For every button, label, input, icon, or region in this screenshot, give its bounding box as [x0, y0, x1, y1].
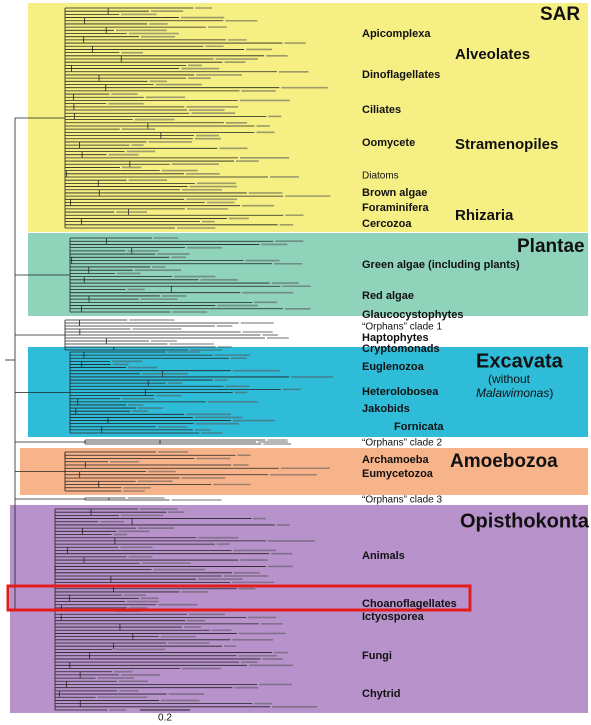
note: Malawimonas): [476, 386, 553, 400]
supergroup-label: Amoebozoa: [450, 451, 558, 472]
clade-label: “Orphans” clade 1: [362, 322, 442, 333]
sar-band: [28, 3, 588, 232]
clade-label: Apicomplexa: [362, 28, 431, 40]
supergroup-label: Opisthokonta: [460, 510, 590, 532]
group-label: Alveolates: [455, 46, 530, 63]
clade-label: Jakobids: [362, 403, 410, 415]
clade-label: Ciliates: [362, 104, 401, 116]
clade-label: Brown algae: [362, 187, 427, 199]
clade-label: Ictyosporea: [362, 611, 425, 623]
highlight-box: [6, 584, 472, 612]
note: (without: [488, 372, 531, 386]
clade-label: Heterolobosea: [362, 386, 439, 398]
group-label: Rhizaria: [455, 207, 514, 224]
clade-label: Diatoms: [362, 171, 399, 182]
clade-label: Euglenozoa: [362, 361, 425, 373]
clade-label: Green algae (including plants): [362, 259, 520, 271]
scale-label: 0.2: [158, 713, 172, 724]
clade-label: Archamoeba: [362, 454, 430, 466]
clade-label: Glaucocystophytes: [362, 309, 463, 321]
group-label: Stramenopiles: [455, 136, 558, 153]
supergroup-label: Excavata: [476, 350, 564, 372]
clade-label: Red algae: [362, 290, 414, 302]
clade-label: “Orphans” clade 2: [362, 438, 442, 449]
clade-label: Fornicata: [394, 421, 444, 433]
clade-label: Cercozoa: [362, 218, 412, 230]
clade-label: “Orphans” clade 3: [362, 495, 442, 506]
clade-label: Fungi: [362, 650, 392, 662]
clade-label: Oomycete: [362, 137, 415, 149]
supergroup-label: SAR: [540, 4, 580, 25]
clade-label: Cryptomonads: [362, 343, 440, 355]
supergroup-label: Plantae: [517, 236, 585, 257]
clade-label: Eumycetozoa: [362, 468, 434, 480]
clade-label: Chytrid: [362, 688, 401, 700]
clade-label: Foraminifera: [362, 202, 430, 214]
clade-label: Animals: [362, 550, 405, 562]
plantae-band: [28, 233, 588, 316]
clade-label: Choanoflagellates: [362, 598, 457, 610]
clade-label: Dinoflagellates: [362, 69, 440, 81]
clade-label: Haptophytes: [362, 332, 429, 344]
